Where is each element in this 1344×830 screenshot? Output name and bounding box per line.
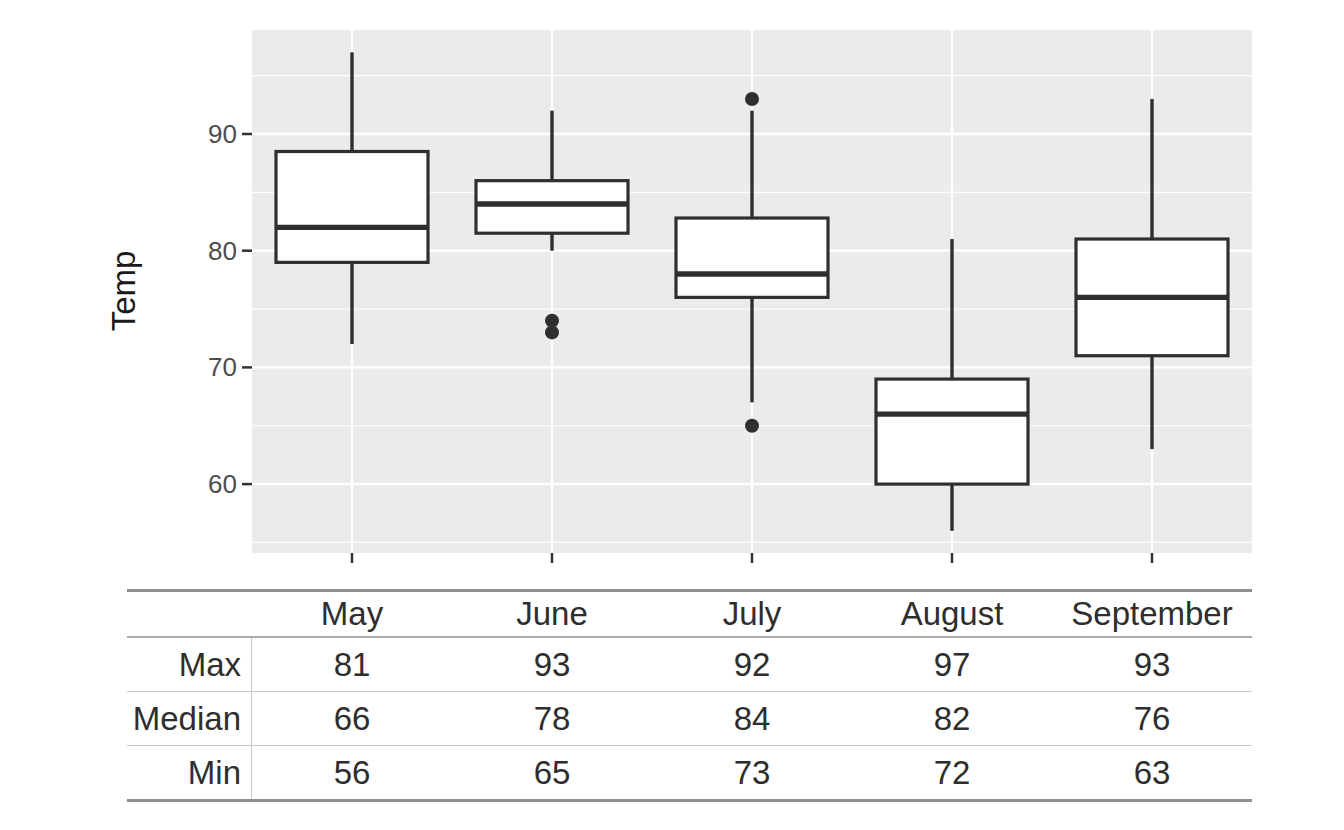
box-rect [876,379,1028,484]
outlier-point [745,92,759,106]
y-tick-label-80: 80 [0,238,237,264]
box-rect [476,181,628,234]
table-cell: 76 [1052,692,1252,745]
table-cell: 93 [1052,638,1252,691]
y-tick-label-60: 60 [0,471,237,497]
table-header-june: June [452,592,652,636]
row-label-max: Max [127,638,252,691]
table-cell: 72 [852,746,1052,799]
table-cell: 63 [1052,746,1252,799]
table-cell: 93 [452,638,652,691]
table-header-july: July [652,592,852,636]
table-cell: 92 [652,638,852,691]
table-cell: 84 [652,692,852,745]
table-cell: 81 [252,638,452,691]
box-rect [276,152,428,263]
row-label-min: Min [127,746,252,799]
row-label-median: Median [127,692,252,745]
table-cell: 97 [852,638,1052,691]
table-header-may: May [252,592,452,636]
table-cell: 65 [452,746,652,799]
table-header-september: September [1052,592,1252,636]
table-header-august: August [852,592,1052,636]
table-header-row: May June July August September [127,592,1252,638]
table-cell: 66 [252,692,452,745]
box-rect [676,218,828,297]
table-cell: 73 [652,746,852,799]
figure-canvas: Temp 90 80 70 60 May June July August Se… [0,0,1344,830]
y-tick-label-90: 90 [0,121,237,147]
y-tick-label-70: 70 [0,354,237,380]
table-row-median: Median 66 78 84 82 76 [127,691,1252,745]
outlier-point [545,325,559,339]
summary-table: May June July August September Max 81 93… [127,589,1252,802]
table-cell: 82 [852,692,1052,745]
table-row-min: Min 56 65 73 72 63 [127,745,1252,799]
table-cell: 56 [252,746,452,799]
table-corner-cell [127,592,252,636]
table-row-max: Max 81 93 92 97 93 [127,638,1252,691]
outlier-point [745,419,759,433]
table-cell: 78 [452,692,652,745]
